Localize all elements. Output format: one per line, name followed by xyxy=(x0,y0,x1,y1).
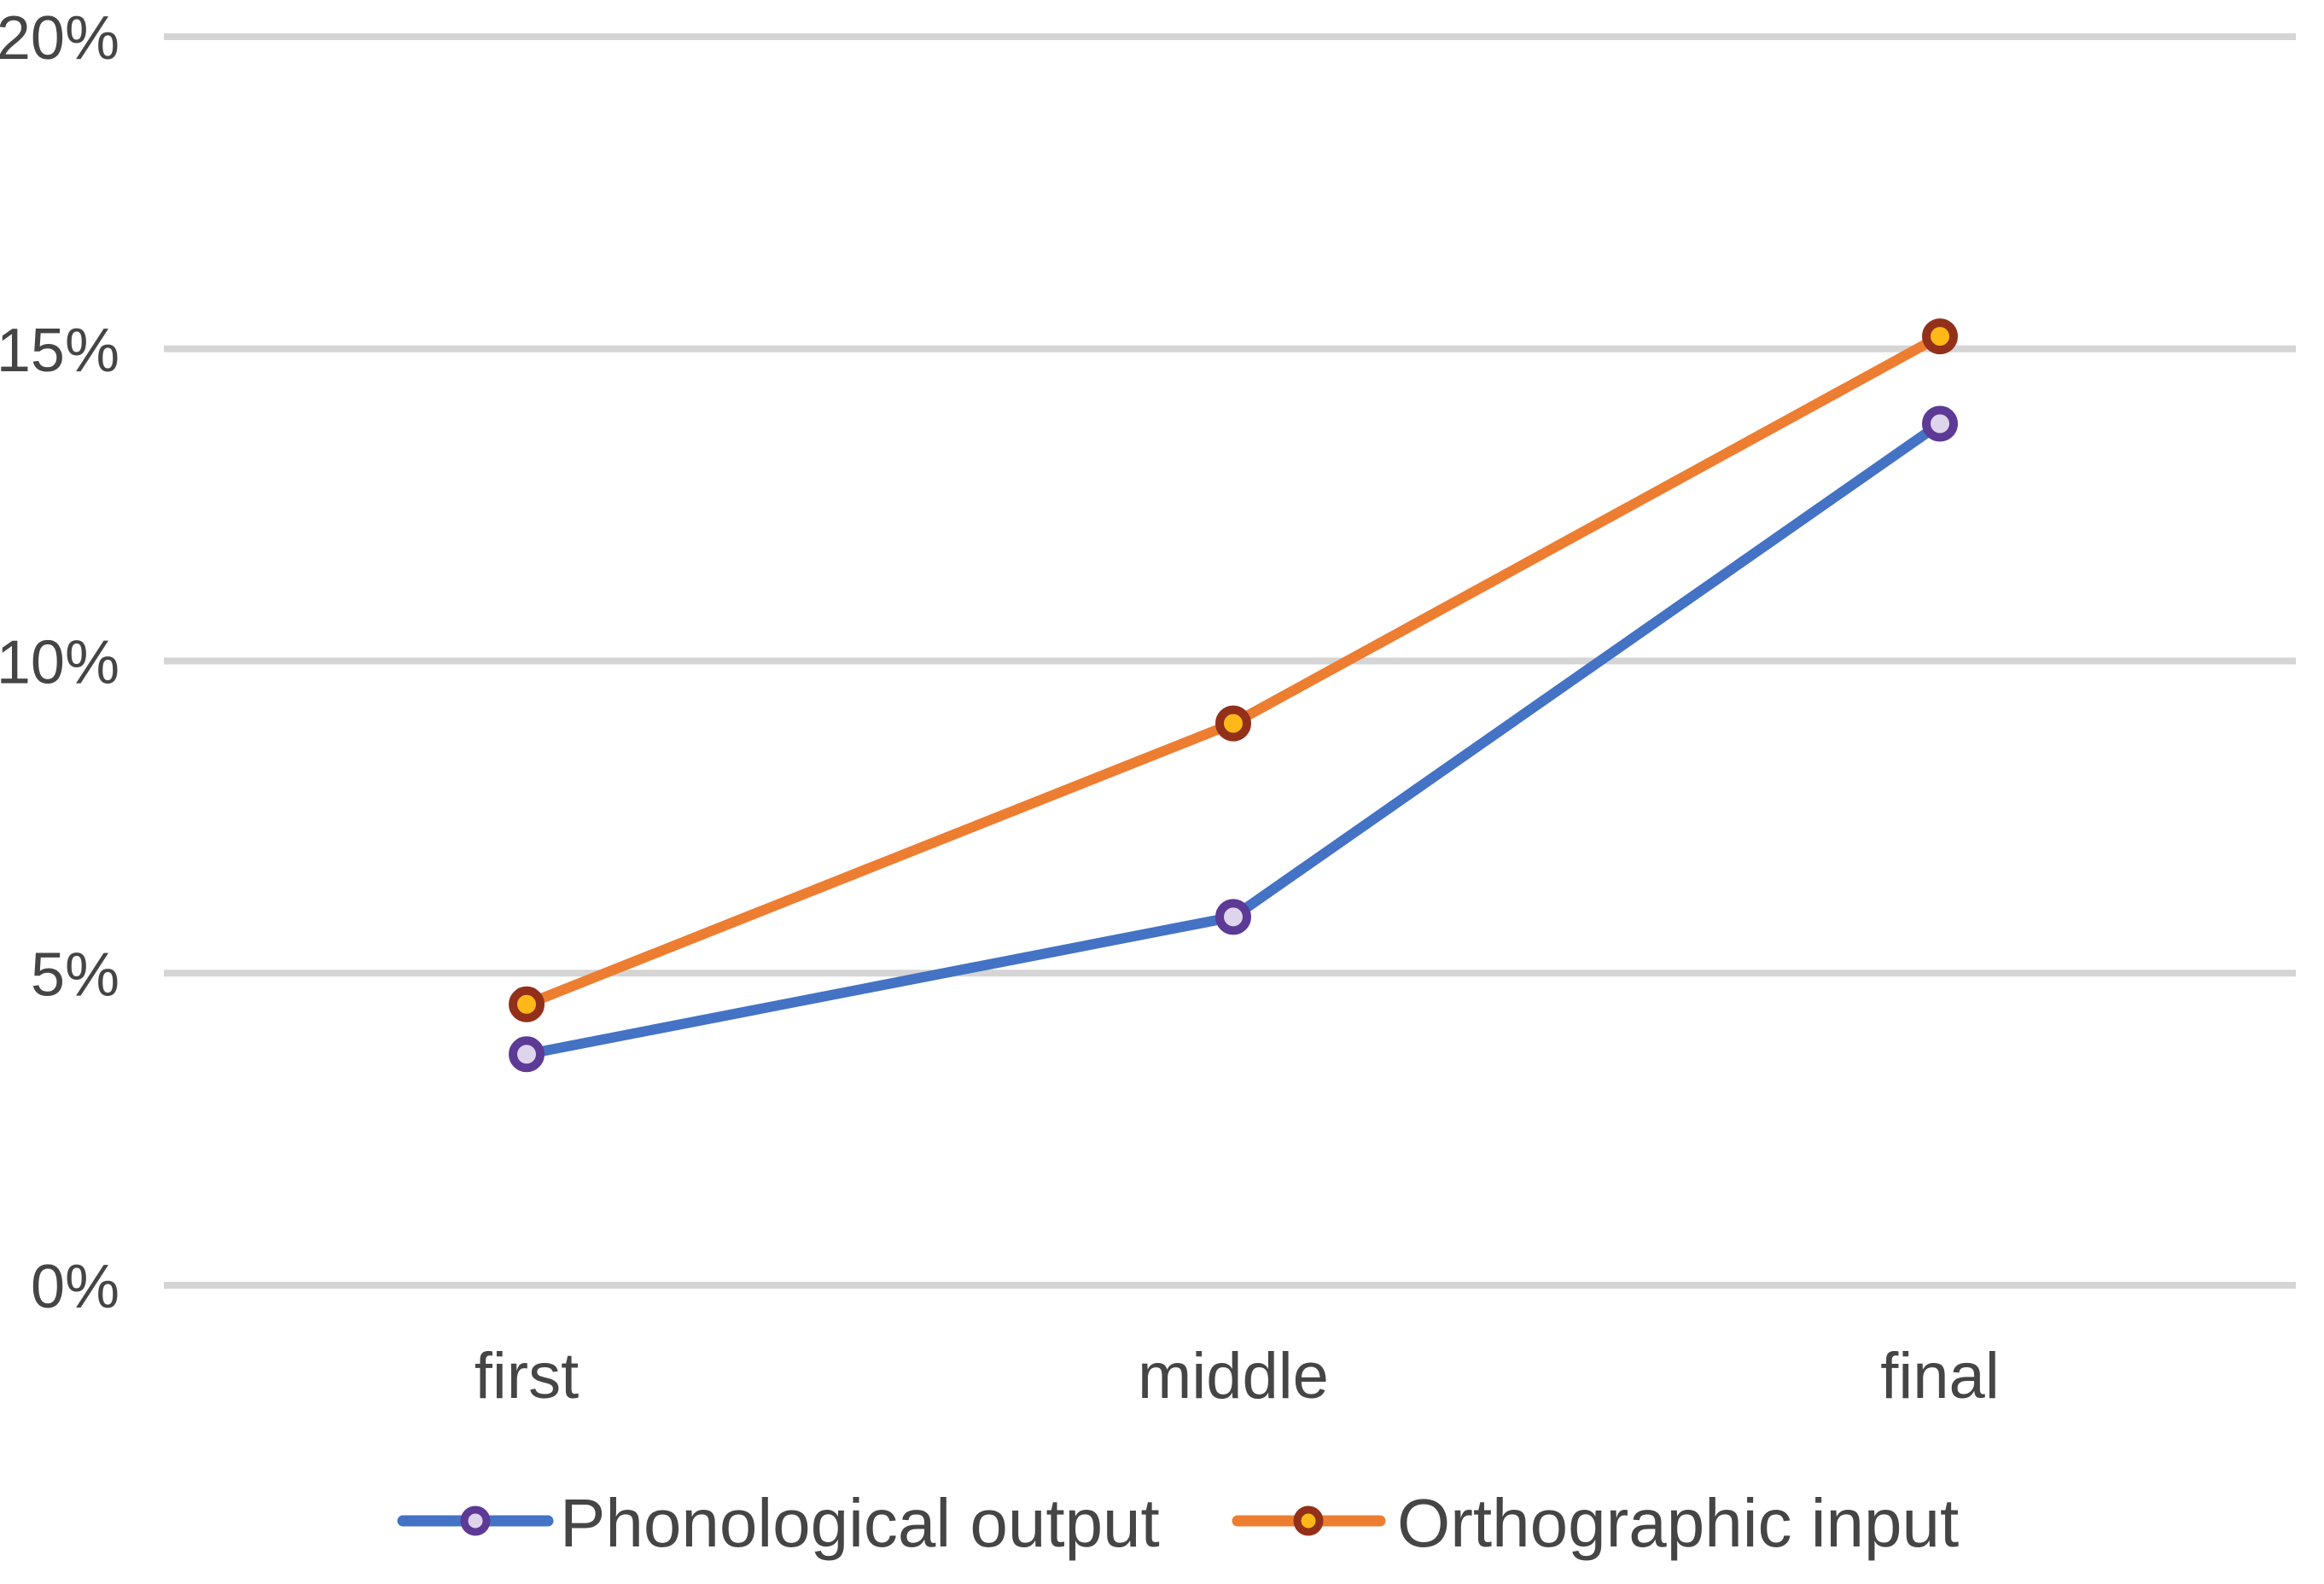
legend: Phonological output Orthographic input xyxy=(397,1485,1959,1561)
marker-phonological-output-final xyxy=(1922,405,1958,442)
y-tick-label-10: 10% xyxy=(0,629,119,697)
x-category-label-final: final xyxy=(1880,1340,1999,1412)
y-tick-label-15: 15% xyxy=(0,317,119,385)
gridlines xyxy=(164,33,2296,1289)
marker-orthographic-input-middle xyxy=(1215,705,1251,742)
legend-label-orthographic-input: Orthographic input xyxy=(1397,1485,1959,1561)
x-category-label-first: first xyxy=(475,1340,579,1412)
series-markers xyxy=(509,318,1958,1073)
marker-phonological-output-first xyxy=(509,1036,545,1073)
y-tick-label-0: 0% xyxy=(31,1253,119,1321)
marker-phonological-output-middle xyxy=(1215,899,1251,935)
y-tick-label-20: 20% xyxy=(0,4,119,73)
series-lines xyxy=(521,331,1945,1060)
marker-orthographic-input-first xyxy=(509,986,545,1022)
x-category-label-middle: middle xyxy=(1138,1340,1329,1412)
legend-item-orthographic-input: Orthographic input xyxy=(1232,1485,1959,1561)
marker-orthographic-input-final xyxy=(1922,318,1958,355)
y-tick-label-5: 5% xyxy=(31,940,119,1009)
y-axis-labels: 0% 5% 10% 15% 20% xyxy=(0,4,119,1321)
legend-item-phonological-output: Phonological output xyxy=(397,1485,1160,1561)
legend-swatch-marker-orthographic-input xyxy=(1293,1505,1324,1536)
legend-swatch-marker-phonological-output xyxy=(460,1505,491,1536)
legend-label-phonological-output: Phonological output xyxy=(560,1485,1160,1561)
x-axis-labels: first middle final xyxy=(475,1340,2000,1412)
